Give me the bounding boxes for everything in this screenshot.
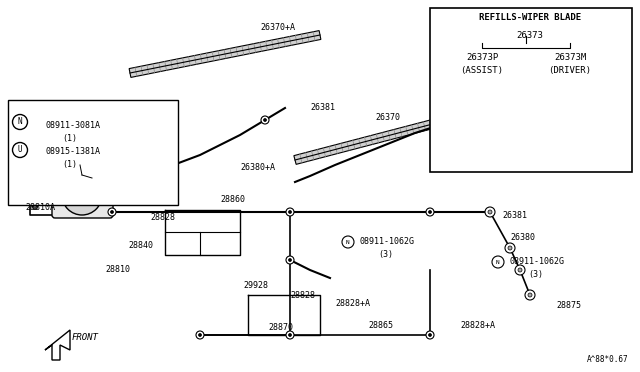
Text: 28870: 28870 <box>268 324 293 333</box>
Circle shape <box>286 208 294 216</box>
Text: 28875: 28875 <box>556 301 581 310</box>
Text: 29928: 29928 <box>243 280 268 289</box>
Text: 28810: 28810 <box>105 266 130 275</box>
Text: U: U <box>18 145 22 154</box>
Circle shape <box>33 176 38 180</box>
Text: (3): (3) <box>528 270 543 279</box>
Text: (1): (1) <box>62 134 77 142</box>
Text: 28828: 28828 <box>290 291 315 299</box>
Text: 26370: 26370 <box>375 113 400 122</box>
Circle shape <box>438 124 442 126</box>
Circle shape <box>436 121 444 129</box>
Circle shape <box>289 211 291 214</box>
Circle shape <box>429 211 431 214</box>
Text: 08911-3081A: 08911-3081A <box>46 121 101 129</box>
Text: N: N <box>496 260 500 264</box>
Text: A^88*0.67: A^88*0.67 <box>586 355 628 364</box>
Circle shape <box>426 331 434 339</box>
Text: (1): (1) <box>62 160 77 170</box>
Text: 08911-1062G: 08911-1062G <box>360 237 415 247</box>
Circle shape <box>426 208 434 216</box>
Circle shape <box>505 243 515 253</box>
Circle shape <box>196 331 204 339</box>
Text: 26380+A: 26380+A <box>240 164 275 173</box>
Circle shape <box>198 334 202 337</box>
Text: 28865: 28865 <box>368 321 393 330</box>
Text: 26381: 26381 <box>310 103 335 112</box>
Text: 28828: 28828 <box>150 214 175 222</box>
Polygon shape <box>129 31 321 77</box>
Circle shape <box>13 142 28 157</box>
Circle shape <box>62 175 102 215</box>
Text: (3): (3) <box>378 250 393 260</box>
Text: 26380: 26380 <box>510 232 535 241</box>
Circle shape <box>286 331 294 339</box>
Text: 08915-1381A: 08915-1381A <box>46 148 101 157</box>
Text: 08911-1062G: 08911-1062G <box>510 257 565 266</box>
Text: 28828+A: 28828+A <box>335 298 370 308</box>
Circle shape <box>518 268 522 272</box>
Text: 28828+A: 28828+A <box>460 321 495 330</box>
Text: 26381: 26381 <box>502 211 527 219</box>
Circle shape <box>111 211 113 214</box>
Circle shape <box>13 115 28 129</box>
FancyBboxPatch shape <box>52 172 113 218</box>
Circle shape <box>78 191 86 199</box>
FancyBboxPatch shape <box>8 100 178 205</box>
Polygon shape <box>45 330 70 360</box>
Circle shape <box>157 167 163 173</box>
Circle shape <box>342 236 354 248</box>
Circle shape <box>525 290 535 300</box>
Text: 28840: 28840 <box>128 241 153 250</box>
Circle shape <box>429 334 431 337</box>
Text: 26370+A: 26370+A <box>260 23 295 32</box>
Circle shape <box>286 256 294 264</box>
Circle shape <box>515 265 525 275</box>
Circle shape <box>261 116 269 124</box>
Text: 28860: 28860 <box>220 196 245 205</box>
Circle shape <box>33 205 38 209</box>
Polygon shape <box>547 127 623 161</box>
Text: 26373P: 26373P <box>466 54 498 62</box>
Circle shape <box>289 334 291 337</box>
Circle shape <box>289 259 291 262</box>
Text: N: N <box>18 118 22 126</box>
Text: REFILLS-WIPER BLADE: REFILLS-WIPER BLADE <box>479 13 581 22</box>
Circle shape <box>264 119 266 122</box>
Text: 28810A: 28810A <box>25 203 55 212</box>
Circle shape <box>488 210 492 214</box>
Text: (DRIVER): (DRIVER) <box>548 65 591 74</box>
Circle shape <box>72 185 92 205</box>
FancyBboxPatch shape <box>430 8 632 172</box>
Circle shape <box>492 256 504 268</box>
Circle shape <box>108 208 116 216</box>
Polygon shape <box>294 116 449 164</box>
Circle shape <box>508 246 512 250</box>
Polygon shape <box>447 122 531 151</box>
Text: N: N <box>346 240 350 244</box>
Text: 26373M: 26373M <box>554 54 586 62</box>
Text: 26373: 26373 <box>516 31 543 39</box>
Circle shape <box>485 207 495 217</box>
Text: FRONT: FRONT <box>72 334 99 343</box>
Text: (ASSIST): (ASSIST) <box>461 65 504 74</box>
Circle shape <box>528 293 532 297</box>
